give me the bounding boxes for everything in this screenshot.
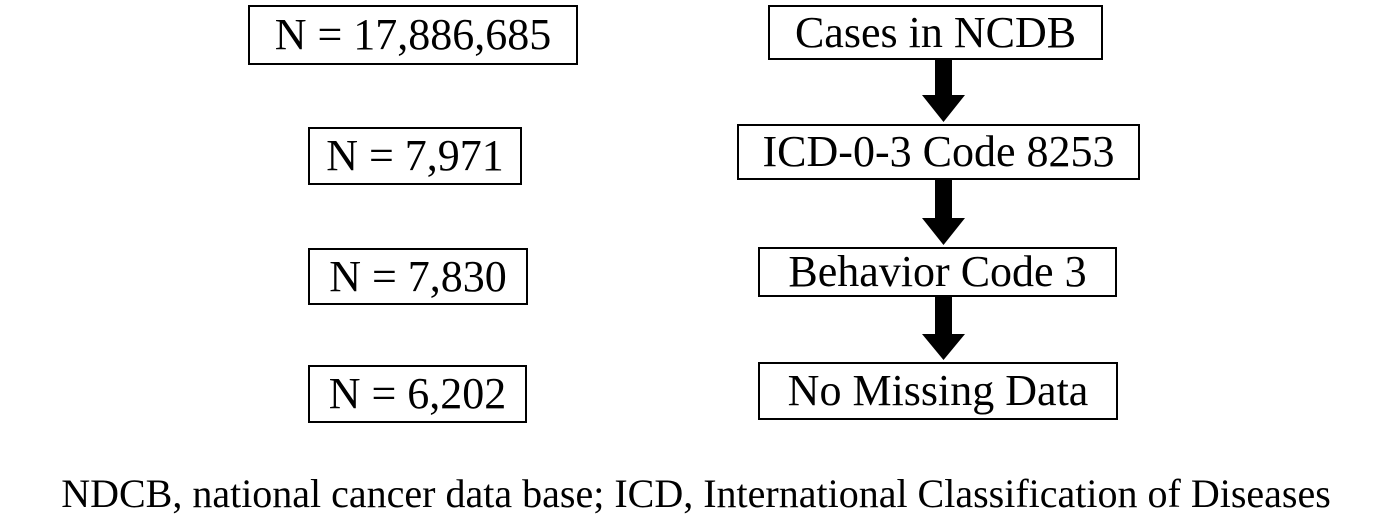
arrow [922, 297, 965, 360]
step-box: Cases in NCDB [768, 5, 1103, 60]
count-box: N = 17,886,685 [248, 5, 578, 65]
arrow [922, 180, 965, 245]
step-box: Behavior Code 3 [758, 247, 1117, 297]
count-box: N = 6,202 [308, 365, 527, 423]
step-box: No Missing Data [758, 362, 1118, 420]
step-box: ICD-0-3 Code 8253 [737, 124, 1140, 180]
arrow [922, 60, 965, 122]
caption: NDCB, national cancer data base; ICD, In… [61, 471, 1331, 515]
count-box: N = 7,830 [308, 248, 528, 305]
count-box: N = 7,971 [308, 127, 522, 185]
